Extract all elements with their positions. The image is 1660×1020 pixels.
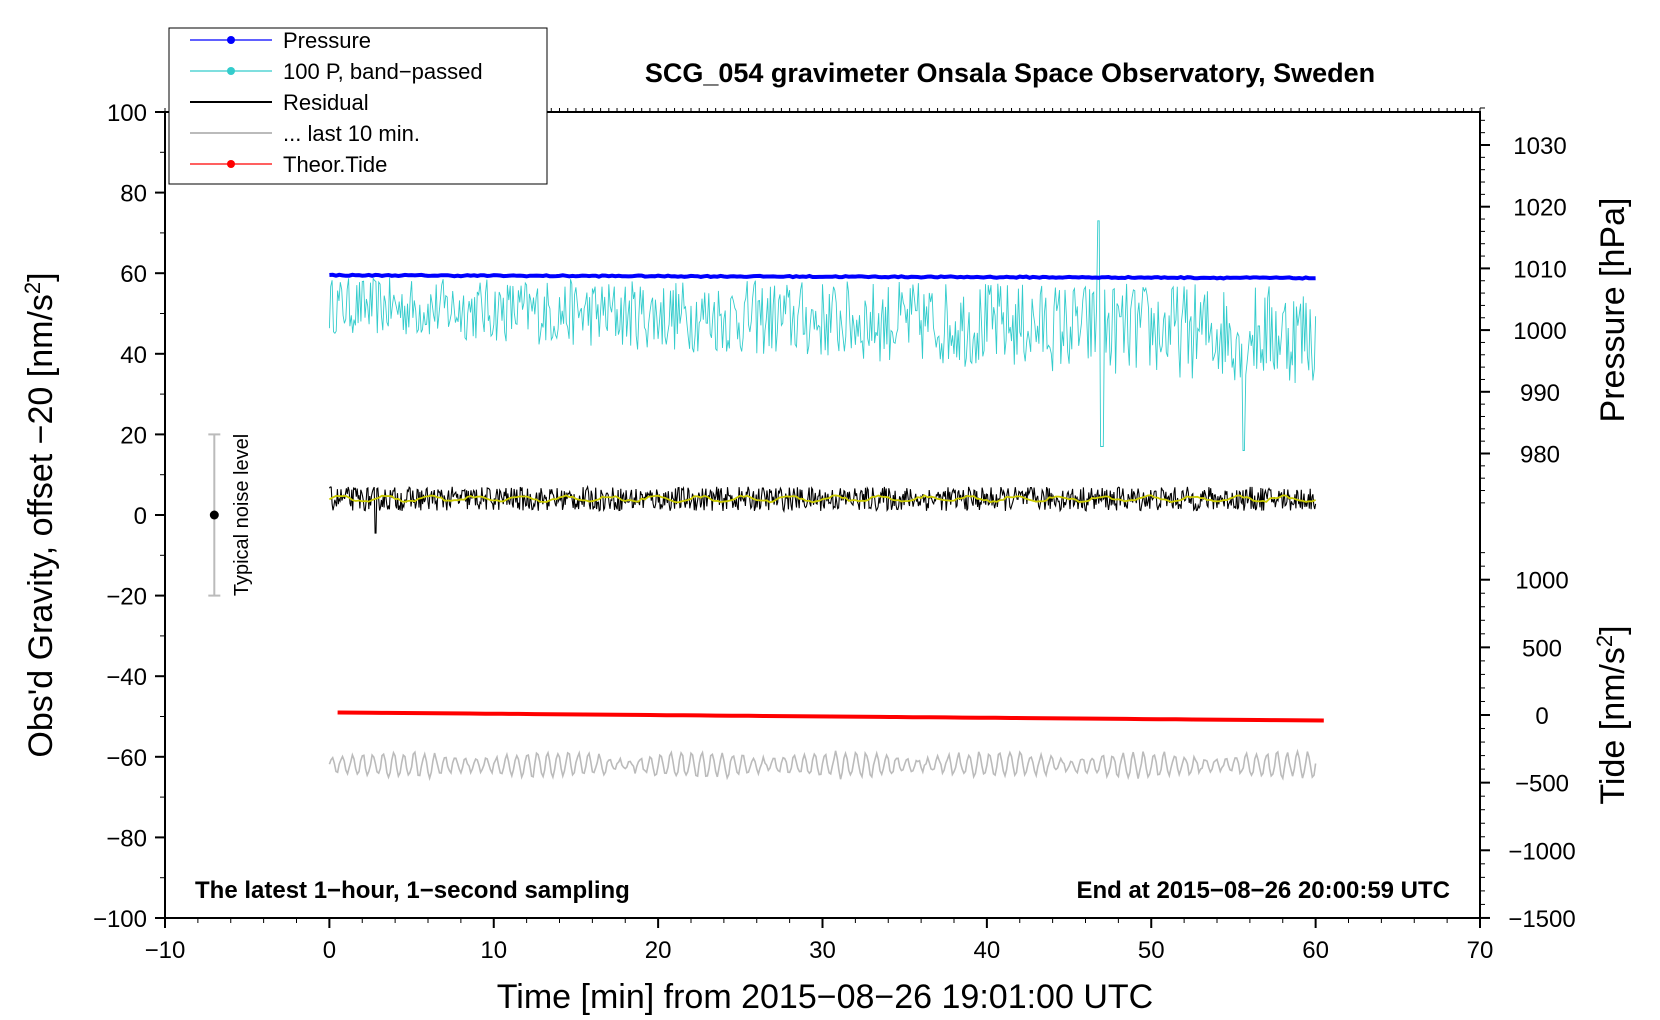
pressure-tick-label: 1020 xyxy=(1513,195,1566,222)
legend-entry: ... last 10 min. xyxy=(190,121,420,146)
series-theor-tide xyxy=(337,710,1324,723)
pressure-tick-label: 980 xyxy=(1520,442,1560,469)
x-tick-label: 20 xyxy=(645,937,672,964)
legend-swatch-marker xyxy=(227,36,235,44)
y-tick-label: −60 xyxy=(106,745,147,772)
tide-tick-label: −1500 xyxy=(1508,906,1575,933)
noise-bar-center-dot xyxy=(209,510,219,520)
y-axis-label-tide-sup: 2 xyxy=(1592,635,1617,647)
legend-swatch-marker xyxy=(227,67,235,75)
legend-swatch-marker xyxy=(227,160,235,168)
x-tick-label: 0 xyxy=(323,937,336,964)
series-bandpassed-pressure xyxy=(328,220,1317,451)
series-residual-smoothed xyxy=(328,494,1316,504)
y-axis-label-left-sup: 2 xyxy=(20,282,45,294)
y-axis-label-left-main: Obs'd Gravity, offset −20 [nm/s xyxy=(22,294,60,757)
pressure-tick-label: 1000 xyxy=(1513,318,1566,345)
tide-tick-label: −1000 xyxy=(1508,838,1575,865)
ticks-layer: −10 0 10 20 30 40 50 60 70100806040200−20−40−60−… xyxy=(93,100,1576,964)
y-tick-label: −100 xyxy=(93,906,147,933)
x-tick-label: 10 xyxy=(480,937,507,964)
series-layer xyxy=(328,220,1324,782)
legend-label: Residual xyxy=(283,90,369,115)
y-tick-label: 60 xyxy=(120,261,147,288)
y-tick-label: −40 xyxy=(106,664,147,691)
y-tick-label: 100 xyxy=(107,100,147,127)
y-axis-label-tide-tail: ] xyxy=(1594,625,1632,634)
pressure-tick-label: 990 xyxy=(1520,380,1560,407)
y-axis-label-tide-main: Tide [nm/s xyxy=(1594,647,1632,804)
legend-entry: Pressure xyxy=(190,28,371,53)
legend-label: ... last 10 min. xyxy=(283,121,420,146)
series-last-10-min xyxy=(328,748,1317,782)
legend-box xyxy=(168,27,548,185)
annotation-bottom-right: End at 2015−08−26 20:00:59 UTC xyxy=(1076,877,1450,904)
legend-label: Theor.Tide xyxy=(283,152,387,177)
y-axis-label-left-tail: ] xyxy=(22,272,60,281)
y-tick-label: 20 xyxy=(120,422,147,449)
y-tick-label: 0 xyxy=(134,503,147,530)
plot-frame xyxy=(164,111,1481,919)
x-tick-label: −10 xyxy=(145,937,186,964)
noise-level-label: Typical noise level xyxy=(231,434,253,596)
pressure-tick-label: 1010 xyxy=(1513,256,1566,283)
tide-tick-label: 0 xyxy=(1535,703,1548,730)
x-tick-label: 50 xyxy=(1138,937,1165,964)
y-tick-label: −80 xyxy=(106,825,147,852)
y-axis-label-pressure: Pressure [hPa] xyxy=(1594,198,1632,423)
legend-entry: Residual xyxy=(190,90,369,115)
x-tick-label: 70 xyxy=(1467,937,1494,964)
legend-entry: Theor.Tide xyxy=(190,152,387,177)
x-tick-label: 40 xyxy=(974,937,1001,964)
y-axis-label-tide: Tide [nm/s2] xyxy=(1592,625,1633,804)
legend-entry: 100 P, band−passed xyxy=(190,59,483,84)
annotation-bottom-left: The latest 1−hour, 1−second sampling xyxy=(195,877,630,904)
tide-tick-label: −500 xyxy=(1515,771,1569,798)
series-pressure xyxy=(329,272,1316,281)
y-tick-label: −20 xyxy=(106,584,147,611)
y-tick-label: 80 xyxy=(120,181,147,208)
y-axis-label-left: Obs'd Gravity, offset −20 [nm/s2] xyxy=(20,272,61,757)
chart-title: SCG_054 gravimeter Onsala Space Observat… xyxy=(645,58,1375,88)
tide-tick-label: 1000 xyxy=(1515,568,1568,595)
x-tick-label: 30 xyxy=(809,937,836,964)
legend-entries: Pressure 100 P, band−passed Residual ... la… xyxy=(190,28,483,177)
legend: Pressure 100 P, band−passed Residual ... la… xyxy=(168,27,548,185)
tide-tick-label: 500 xyxy=(1522,635,1562,662)
y-tick-label: 40 xyxy=(120,342,147,369)
noise-level-indicator xyxy=(208,433,221,597)
x-axis-label: Time [min] from 2015−08−26 19:01:00 UTC xyxy=(497,978,1153,1016)
x-tick-label: 60 xyxy=(1302,937,1329,964)
pressure-tick-label: 1030 xyxy=(1513,133,1566,160)
legend-label: Pressure xyxy=(283,28,371,53)
legend-label: 100 P, band−passed xyxy=(283,59,483,84)
series-residual xyxy=(328,484,1317,534)
